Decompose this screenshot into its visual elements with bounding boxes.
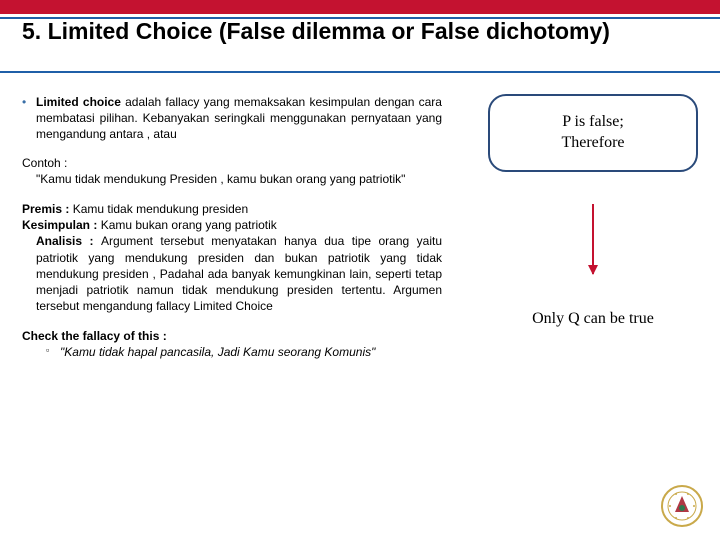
- kesimpulan-text: Kamu bukan orang yang patriotik: [101, 218, 277, 232]
- callout-line2: Therefore: [561, 133, 624, 154]
- check-quote: "Kamu tidak hapal pancasila, Jadi Kamu s…: [60, 344, 375, 360]
- body-content: • Limited choice adalah fallacy yang mem…: [22, 94, 442, 361]
- callout-line1: P is false;: [562, 112, 624, 133]
- university-logo-icon: [660, 484, 704, 528]
- header-band: [0, 0, 720, 14]
- kesimpulan-label: Kesimpulan :: [22, 218, 101, 232]
- check-block: Check the fallacy of this : ▫ "Kamu tida…: [22, 328, 442, 360]
- analisis-label: Analisis :: [36, 234, 101, 248]
- bullet-icon: •: [22, 94, 36, 143]
- term-bold: Limited choice: [36, 95, 121, 109]
- slide-title: 5. Limited Choice (False dilemma or Fals…: [22, 18, 698, 44]
- premis-label: Premis :: [22, 202, 73, 216]
- check-sub-bullet: ▫ "Kamu tidak hapal pancasila, Jadi Kamu…: [22, 344, 442, 360]
- analysis-block: Premis : Kamu tidak mendukung presiden K…: [22, 201, 442, 314]
- premis-text: Kamu tidak mendukung presiden: [73, 202, 248, 216]
- example-block: Contoh : "Kamu tidak mendukung Presiden …: [22, 155, 442, 187]
- contoh-quote: "Kamu tidak mendukung Presiden , kamu bu…: [22, 171, 442, 187]
- check-label: Check the fallacy of this :: [22, 329, 167, 343]
- header-rule-bottom: [0, 71, 720, 73]
- definition-bullet: • Limited choice adalah fallacy yang mem…: [22, 94, 442, 143]
- square-bullet-icon: ▫: [46, 344, 60, 360]
- arrow-icon: [592, 204, 594, 274]
- arrow-head-icon: [588, 265, 598, 275]
- contoh-label: Contoh :: [22, 156, 67, 170]
- logic-callout: P is false; Therefore: [488, 94, 698, 172]
- definition-text: Limited choice adalah fallacy yang memak…: [36, 94, 442, 143]
- arrow-container: [488, 184, 698, 294]
- callout-conclusion: Only Q can be true: [488, 310, 698, 328]
